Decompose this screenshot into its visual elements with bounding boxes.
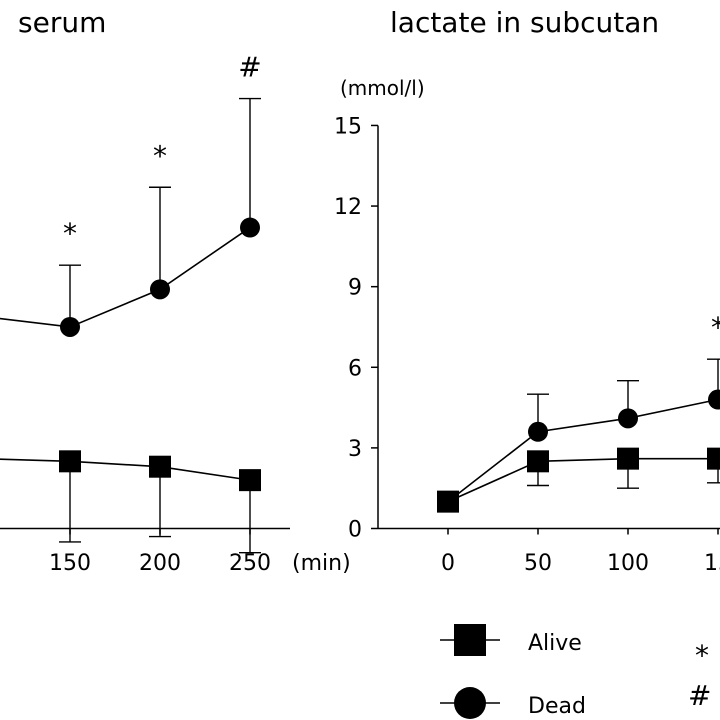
legend-asterisk-symbol: * — [695, 639, 709, 672]
left-dead-data-point — [60, 316, 80, 337]
right-alive-line — [447, 457, 718, 503]
right-x-tick-label: 15 — [704, 551, 720, 576]
legend: Alive Dead * # — [440, 624, 711, 719]
left-dead-significance-label: * — [63, 217, 77, 250]
right-y-tick-label: 15 — [334, 114, 362, 139]
right-chart-title: lactate in subcutan — [390, 6, 659, 39]
right-x-tick-label: 0 — [441, 551, 455, 576]
left-x-tick-label: 250 — [229, 551, 271, 576]
right-dead-data-point — [618, 408, 638, 429]
right-y-tick-label: 0 — [348, 518, 362, 543]
right-y-tick-label: 3 — [348, 437, 362, 462]
left-x-tick-label: 200 — [139, 551, 181, 576]
right-dead-data-point — [528, 421, 548, 442]
left-dead-significance-label: # — [238, 51, 261, 84]
legend-hash-symbol: # — [688, 679, 711, 712]
right-y-unit: (mmol/l) — [340, 76, 425, 100]
right-dead-line — [447, 398, 719, 503]
left-x-unit: (min) — [292, 551, 351, 576]
left-dead-line — [0, 226, 251, 328]
right-alive-data-point — [437, 490, 459, 513]
left-alive-data-point — [149, 455, 171, 478]
left-plot-area: * * # — [0, 51, 262, 554]
left-dead-significance-label: * — [153, 139, 167, 172]
right-alive-data-point — [527, 450, 549, 473]
right-y-tick-label: 9 — [348, 276, 362, 301]
legend-dead-marker — [454, 687, 486, 719]
right-dead-significance-label: * — [711, 311, 720, 344]
left-chart-title: serum — [18, 6, 106, 39]
left-x-tick-label: 150 — [49, 551, 91, 576]
left-dead-data-point — [150, 279, 170, 300]
right-alive-data-point — [617, 447, 639, 470]
left-alive-data-point — [59, 450, 81, 473]
left-dead-data-point — [240, 217, 260, 238]
right-x-tick-label: 100 — [607, 551, 649, 576]
right-axes: 0501001503691215 — [334, 114, 720, 576]
right-y-tick-label: 12 — [334, 195, 362, 220]
left-axes: 0150200250 — [0, 527, 290, 576]
legend-alive-label: Alive — [528, 631, 582, 656]
legend-alive-marker — [454, 624, 486, 656]
right-x-tick-label: 50 — [524, 551, 552, 576]
right-y-tick-label: 6 — [348, 356, 362, 381]
right-dead-data-point — [708, 389, 720, 410]
legend-dead-label: Dead — [528, 694, 586, 719]
left-alive-data-point — [239, 469, 261, 492]
left-alive-line — [0, 458, 251, 481]
right-alive-data-point — [707, 447, 720, 470]
right-plot-area: * — [437, 311, 720, 513]
